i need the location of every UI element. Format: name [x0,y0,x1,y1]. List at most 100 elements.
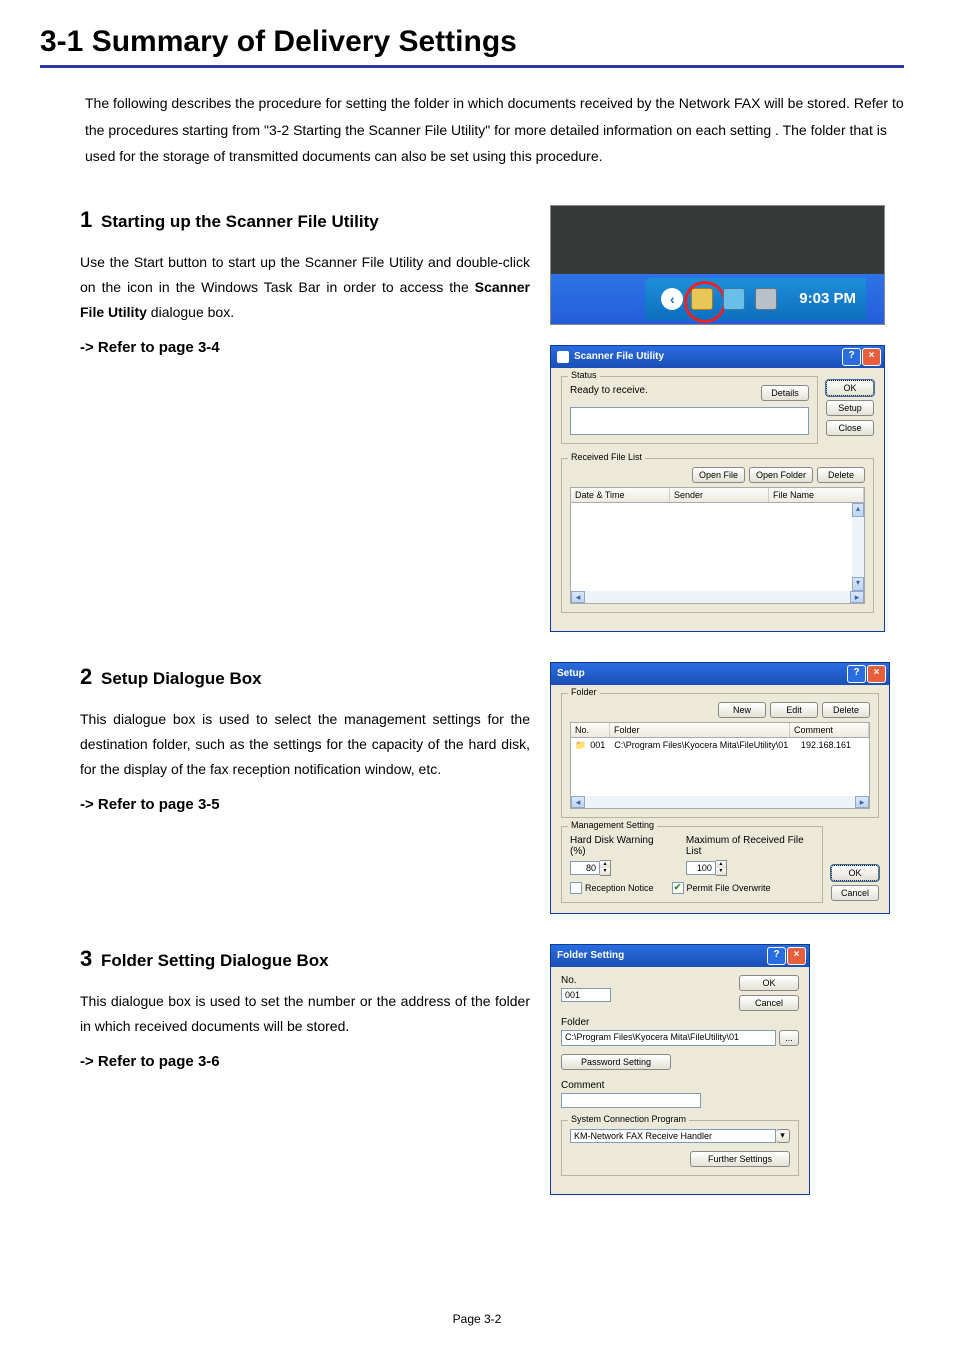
further-settings-button[interactable]: Further Settings [690,1151,790,1167]
sec1-body-post: dialogue box. [147,304,234,320]
received-list-area[interactable]: ▴ ▾ ◂ ▸ [570,503,865,604]
no-input[interactable]: 001 [561,988,611,1002]
sys-group-title: System Connection Program [568,1114,689,1124]
hdw-label: Hard Disk Warning (%) [570,835,666,857]
sec3-body: This dialogue box is used to set the num… [80,989,530,1039]
close-button-icon[interactable]: × [787,947,806,965]
received-list-header[interactable]: Date & Time Sender File Name [570,487,865,503]
scroll-right-icon[interactable]: ▸ [855,796,869,808]
ok-button[interactable]: OK [739,975,799,991]
checkbox-icon: ✔ [672,882,684,894]
tray-expand-arrow-icon[interactable]: ‹ [661,288,683,310]
folder-label: Folder [561,1017,799,1028]
folder-icon: 📁 [575,740,586,751]
scroll-right-icon[interactable]: ▸ [850,591,864,603]
col-comment[interactable]: Comment [790,723,869,737]
col-no[interactable]: No. [571,723,610,737]
hdw-input[interactable]: 80 [570,861,600,875]
tray-scanner-icon[interactable] [689,286,715,312]
cancel-button[interactable]: Cancel [831,885,879,901]
fs-titlebar[interactable]: Folder Setting ? × [551,945,809,967]
section-2: 2 Setup Dialogue Box This dialogue box i… [40,662,904,914]
details-button[interactable]: Details [761,385,809,401]
col-sender[interactable]: Sender [670,488,769,502]
max-label: Maximum of Received File List [686,835,814,857]
sec3-num: 3 [80,946,92,971]
intro-text: The following describes the procedure fo… [85,90,904,170]
row-comment: 192.168.161 [801,740,865,750]
permit-overwrite-checkbox[interactable]: ✔ Permit File Overwrite [672,882,771,894]
reception-notice-checkbox[interactable]: Reception Notice [570,882,654,894]
help-button-icon[interactable]: ? [842,348,861,366]
edit-button[interactable]: Edit [770,702,818,718]
max-input[interactable]: 100 [686,861,716,875]
no-label: No. [561,975,729,986]
password-setting-button[interactable]: Password Setting [561,1054,671,1070]
scroll-down-icon[interactable]: ▾ [852,577,864,591]
col-date-time[interactable]: Date & Time [571,488,670,502]
browse-button[interactable]: ... [779,1030,799,1046]
setup-titlebar[interactable]: Setup ? × [551,663,889,685]
mgmt-group-title: Management Setting [568,820,657,830]
status-text: Ready to receive. [570,385,648,396]
open-file-button[interactable]: Open File [692,467,745,483]
status-textbox [570,407,809,435]
cancel-button[interactable]: Cancel [739,995,799,1011]
comment-input[interactable] [561,1093,701,1108]
delete-button[interactable]: Delete [822,702,870,718]
taskbar-figure: ‹ 9:03 PM [550,205,885,325]
folder-group: Folder New Edit Delete No. Folder Commen… [561,693,879,818]
open-folder-button[interactable]: Open Folder [749,467,813,483]
setup-title: Setup [557,668,847,679]
setup-button[interactable]: Setup [826,400,874,416]
fs-title: Folder Setting [557,950,767,961]
sfu-app-icon [557,351,569,363]
folder-list-header[interactable]: No. Folder Comment [570,722,870,738]
received-file-list-title: Received File List [568,452,645,462]
row-no: 001 [590,740,610,750]
v-scrollbar[interactable]: ▴ ▾ [852,503,864,591]
status-group-title: Status [568,370,600,380]
col-file-name[interactable]: File Name [769,488,864,502]
scroll-left-icon[interactable]: ◂ [571,591,585,603]
h-scrollbar[interactable]: ◂ ▸ [571,796,869,808]
close-button[interactable]: Close [826,420,874,436]
scroll-up-icon[interactable]: ▴ [852,503,864,517]
sec1-refer: -> Refer to page 3-4 [80,339,530,356]
management-setting-group: Management Setting Hard Disk Warning (%)… [561,826,823,903]
help-button-icon[interactable]: ? [767,947,786,965]
folder-input[interactable]: C:\Program Files\Kyocera Mita\FileUtilit… [561,1030,776,1046]
col-folder[interactable]: Folder [610,723,790,737]
help-button-icon[interactable]: ? [847,665,866,683]
sec1-body-pre: Use the Start button to start up the Sca… [80,254,530,295]
setup-dialog: Setup ? × Folder New Edit Delete [550,662,890,914]
close-button-icon[interactable]: × [862,348,881,366]
sys-select[interactable]: KM-Network FAX Receive Handler [570,1129,776,1143]
title-underline [40,65,904,68]
page-title: 3-1 Summary of Delivery Settings [40,25,904,59]
taskbar-clock: 9:03 PM [799,290,856,307]
comment-label: Comment [561,1080,799,1091]
status-group: Status Ready to receive. Details [561,376,818,444]
section-1: 1 Starting up the Scanner File Utility U… [40,205,904,632]
close-button-icon[interactable]: × [867,665,886,683]
scroll-left-icon[interactable]: ◂ [571,796,585,808]
sfu-title: Scanner File Utility [574,351,842,362]
tray-icon-3[interactable] [753,286,779,312]
page-footer: Page 3-2 [0,1312,954,1326]
max-spinner-icon[interactable]: ▴▾ [716,860,727,876]
tray-icon-2[interactable] [721,286,747,312]
delete-button[interactable]: Delete [817,467,865,483]
hdw-spinner-icon[interactable]: ▴▾ [600,860,611,876]
ok-button[interactable]: OK [831,865,879,881]
ok-button[interactable]: OK [826,380,874,396]
dropdown-arrow-icon[interactable]: ▾ [776,1129,790,1143]
sfu-titlebar[interactable]: Scanner File Utility ? × [551,346,884,368]
sec2-refer: -> Refer to page 3-5 [80,796,530,813]
folder-list-area[interactable]: 📁 001 C:\Program Files\Kyocera Mita\File… [570,738,870,809]
scanner-file-utility-dialog: Scanner File Utility ? × Status Ready to… [550,345,885,632]
h-scrollbar[interactable]: ◂ ▸ [571,591,864,603]
checkbox-icon [570,882,582,894]
new-button[interactable]: New [718,702,766,718]
sec3-refer: -> Refer to page 3-6 [80,1053,530,1070]
